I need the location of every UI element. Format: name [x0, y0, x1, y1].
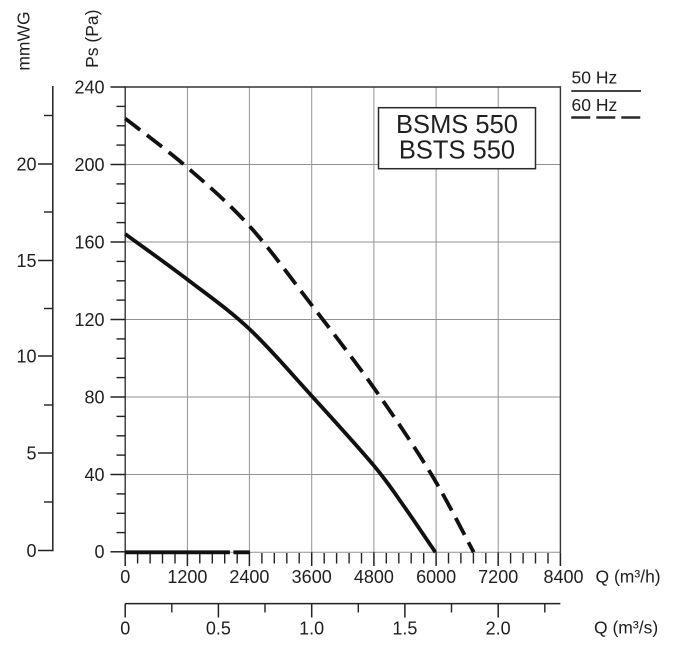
svg-text:7200: 7200: [478, 567, 518, 587]
svg-text:60 Hz: 60 Hz: [572, 95, 618, 115]
svg-text:80: 80: [84, 388, 104, 408]
svg-text:0: 0: [120, 567, 130, 587]
svg-text:BSMS 550: BSMS 550: [396, 111, 518, 139]
svg-text:Q (m³/h): Q (m³/h): [596, 567, 661, 587]
svg-text:8400: 8400: [543, 567, 583, 587]
svg-text:2400: 2400: [229, 567, 269, 587]
svg-text:Q (m³/s): Q (m³/s): [594, 618, 658, 638]
svg-text:0: 0: [94, 542, 104, 562]
svg-text:160: 160: [74, 233, 104, 253]
svg-text:mmWG: mmWG: [14, 11, 34, 70]
svg-text:20: 20: [16, 155, 36, 175]
svg-text:6000: 6000: [416, 567, 456, 587]
svg-text:240: 240: [74, 78, 104, 98]
svg-text:1200: 1200: [167, 567, 207, 587]
svg-text:120: 120: [74, 310, 104, 330]
svg-text:200: 200: [74, 155, 104, 175]
svg-text:50 Hz: 50 Hz: [572, 68, 618, 88]
svg-text:10: 10: [16, 347, 36, 367]
svg-text:15: 15: [16, 251, 36, 271]
svg-text:0: 0: [120, 619, 130, 639]
svg-text:2.0: 2.0: [486, 619, 511, 639]
svg-text:40: 40: [84, 465, 104, 485]
svg-text:4800: 4800: [354, 567, 394, 587]
svg-text:BSTS 550: BSTS 550: [399, 137, 515, 165]
svg-text:1.0: 1.0: [299, 619, 324, 639]
svg-text:3600: 3600: [292, 567, 332, 587]
svg-text:0.5: 0.5: [206, 619, 231, 639]
svg-text:0: 0: [26, 541, 36, 561]
svg-text:Ps (Pa): Ps (Pa): [82, 10, 102, 68]
svg-text:5: 5: [26, 444, 36, 464]
svg-text:1.5: 1.5: [392, 619, 417, 639]
